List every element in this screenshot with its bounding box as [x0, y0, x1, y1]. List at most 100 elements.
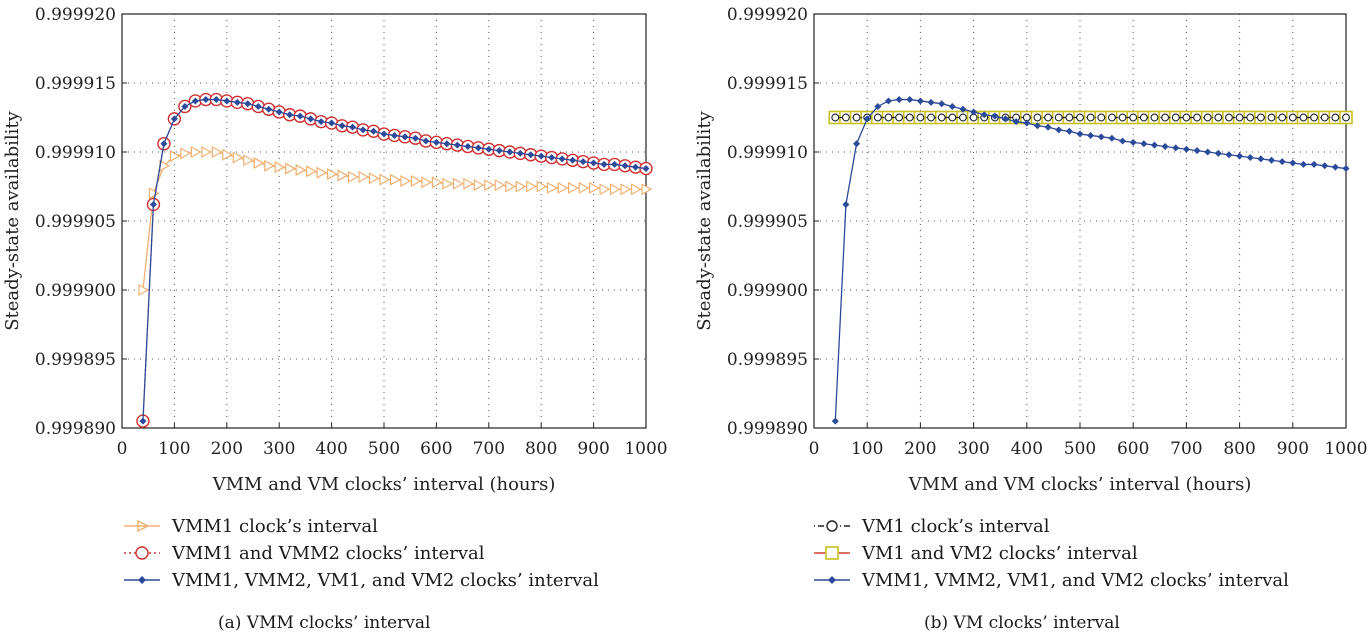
chart-b-series-1-point: [1321, 114, 1328, 121]
chart-b-series-2-point: [1236, 153, 1243, 160]
chart-b-series-1-point: [1215, 114, 1222, 121]
chart-a-series-0-point: [495, 180, 504, 190]
legend-b-swatch-0: [812, 519, 852, 533]
chart-b-series-2-point: [1311, 161, 1318, 168]
chart-b-ytick-label: 0.999920: [727, 5, 808, 25]
chart-b-series-1-point: [1194, 114, 1201, 121]
chart-a-series-0-point: [411, 176, 420, 186]
chart-a-series-0-point: [296, 165, 305, 175]
chart-a-series-0-point: [453, 179, 462, 189]
chart-a-series-0-point: [422, 177, 431, 187]
legend-a-label-0: VMM1 clock’s interval: [172, 516, 378, 537]
chart-b-series-2-point: [1108, 135, 1115, 142]
chart-a-ytick-label: 0.999910: [35, 143, 116, 163]
chart-b-xtick-label: 100: [851, 439, 883, 459]
chart-b-series-2-point: [1119, 137, 1126, 144]
chart-b-series-1-point: [1130, 114, 1137, 121]
chart-b-series-2-point: [1321, 162, 1328, 169]
chart-b-series-1-point: [896, 114, 903, 121]
chart-b-series-2-point: [842, 201, 849, 208]
chart-b-series-2-point: [938, 100, 945, 107]
chart-a-series-0-point: [464, 179, 473, 189]
chart-a-series-0-point: [212, 147, 221, 157]
chart-b-series-1-point: [1268, 114, 1275, 121]
chart-b-series-1-point: [928, 114, 935, 121]
chart-a-xtick-label: 900: [577, 439, 609, 459]
chart-b-series-1-point: [1055, 114, 1062, 121]
chart-a-series-1: [137, 94, 652, 428]
chart-a-series-0-point: [191, 147, 200, 157]
chart-b-series-2-point: [1225, 151, 1232, 158]
chart-b-series-2-point: [1077, 131, 1084, 138]
legend-b-item-2: VMM1, VMM2, VM1, and VM2 clocks’ interva…: [812, 568, 1289, 592]
chart-a-series-0-point: [432, 177, 441, 187]
chart-a-ytick-label: 0.999920: [35, 5, 116, 25]
chart-b-series-1-point: [1300, 114, 1307, 121]
chart-a-series-0-point: [149, 188, 158, 198]
chart-b-series-1-point: [1119, 114, 1126, 121]
chart-b-series-1-point: [1151, 114, 1158, 121]
chart-b-series-1-point: [885, 114, 892, 121]
legend-b-item-1: VM1 and VM2 clocks’ interval: [812, 541, 1138, 565]
legend-b-label-2: VMM1, VMM2, VM1, and VM2 clocks’ interva…: [862, 570, 1289, 591]
chart-a-series-0-point: [579, 183, 588, 193]
chart-panel-a: 0 100 200 300 400 500 600 700 800 900 1000 0.999890…: [0, 0, 684, 637]
chart-a-series-0-point: [401, 176, 410, 186]
chart-b-series-1-point: [1087, 114, 1094, 121]
chart-a-caption: (a) VMM clocks’ interval: [218, 613, 430, 633]
chart-a-plot: 0 100 200 300 400 500 600 700 800 900 1000 0.999890…: [0, 0, 684, 500]
chart-b-xtick-label: 500: [1064, 439, 1096, 459]
chart-a-series-0-point: [611, 184, 620, 194]
chart-b-ytick-label: 0.999905: [727, 212, 808, 232]
chart-b-series-2-point: [1162, 143, 1169, 150]
chart-b-series-2-point: [1087, 132, 1094, 139]
chart-a-xtick-label: 100: [158, 439, 190, 459]
chart-b-series-2-point: [1215, 150, 1222, 157]
chart-b-series-1-point: [960, 114, 967, 121]
legend-a-swatch-1: [122, 546, 162, 560]
chart-b-series-2-point: [853, 140, 860, 147]
chart-a-series-0-point: [370, 173, 379, 183]
chart-b-series-2: [832, 96, 1350, 425]
chart-b-xtick-label: 300: [957, 439, 989, 459]
chart-a-xlabel: VMM and VM clocks’ interval (hours): [212, 474, 556, 495]
chart-a-series-0-point: [202, 147, 211, 157]
chart-b-series-2-point: [1140, 140, 1147, 147]
chart-b-xlabel: VMM and VM clocks’ interval (hours): [908, 474, 1252, 495]
chart-a-series-2: [139, 96, 649, 425]
chart-a-series-0-point: [233, 153, 242, 163]
chart-a-xtick-label: 400: [315, 439, 347, 459]
legend-b-swatch-1: [812, 546, 852, 560]
chart-b-series-1-point: [1172, 114, 1179, 121]
chart-a-series-0-point: [307, 166, 316, 176]
chart-a-series-0-point: [569, 183, 578, 193]
chart-a-ytick-label: 0.999900: [35, 281, 116, 301]
chart-a-ytick-label: 0.999890: [35, 419, 116, 439]
chart-b-series-1-point: [832, 114, 839, 121]
chart-a-series-0-point: [621, 184, 630, 194]
legend-a-label-2: VMM1, VMM2, VM1, and VM2 clocks’ interva…: [172, 570, 599, 591]
chart-b-series-2-point: [906, 96, 913, 103]
chart-a-ytick-label: 0.999895: [35, 350, 116, 370]
chart-a-series-0-point: [359, 172, 368, 182]
chart-b-series-2-point: [949, 103, 956, 110]
legend-a-item-1: VMM1 and VMM2 clocks’ interval: [122, 541, 484, 565]
chart-b-series-2-point: [1194, 147, 1201, 154]
chart-b-series-2-point: [1289, 160, 1296, 167]
chart-b-series-1-point: [1045, 114, 1052, 121]
chart-a-series-0-point: [474, 180, 483, 190]
chart-b-series-1-point: [843, 114, 850, 121]
chart-b-series-1-point: [1311, 114, 1318, 121]
chart-a-ytick-label: 0.999905: [35, 212, 116, 232]
chart-b-series-2-point: [1332, 164, 1339, 171]
chart-b-series-1-point: [1257, 114, 1264, 121]
chart-a-series-0-point: [558, 183, 567, 193]
chart-b-ytick-label: 0.999890: [727, 419, 808, 439]
chart-a-series-0-point: [390, 175, 399, 185]
chart-b-series-1-point: [1289, 114, 1296, 121]
chart-b-series-2-point: [1279, 158, 1286, 165]
chart-b-series-1-point: [1066, 114, 1073, 121]
chart-a-xtick-label: 600: [420, 439, 452, 459]
chart-a-xtick-label: 200: [211, 439, 243, 459]
chart-b-series-1-point: [938, 114, 945, 121]
